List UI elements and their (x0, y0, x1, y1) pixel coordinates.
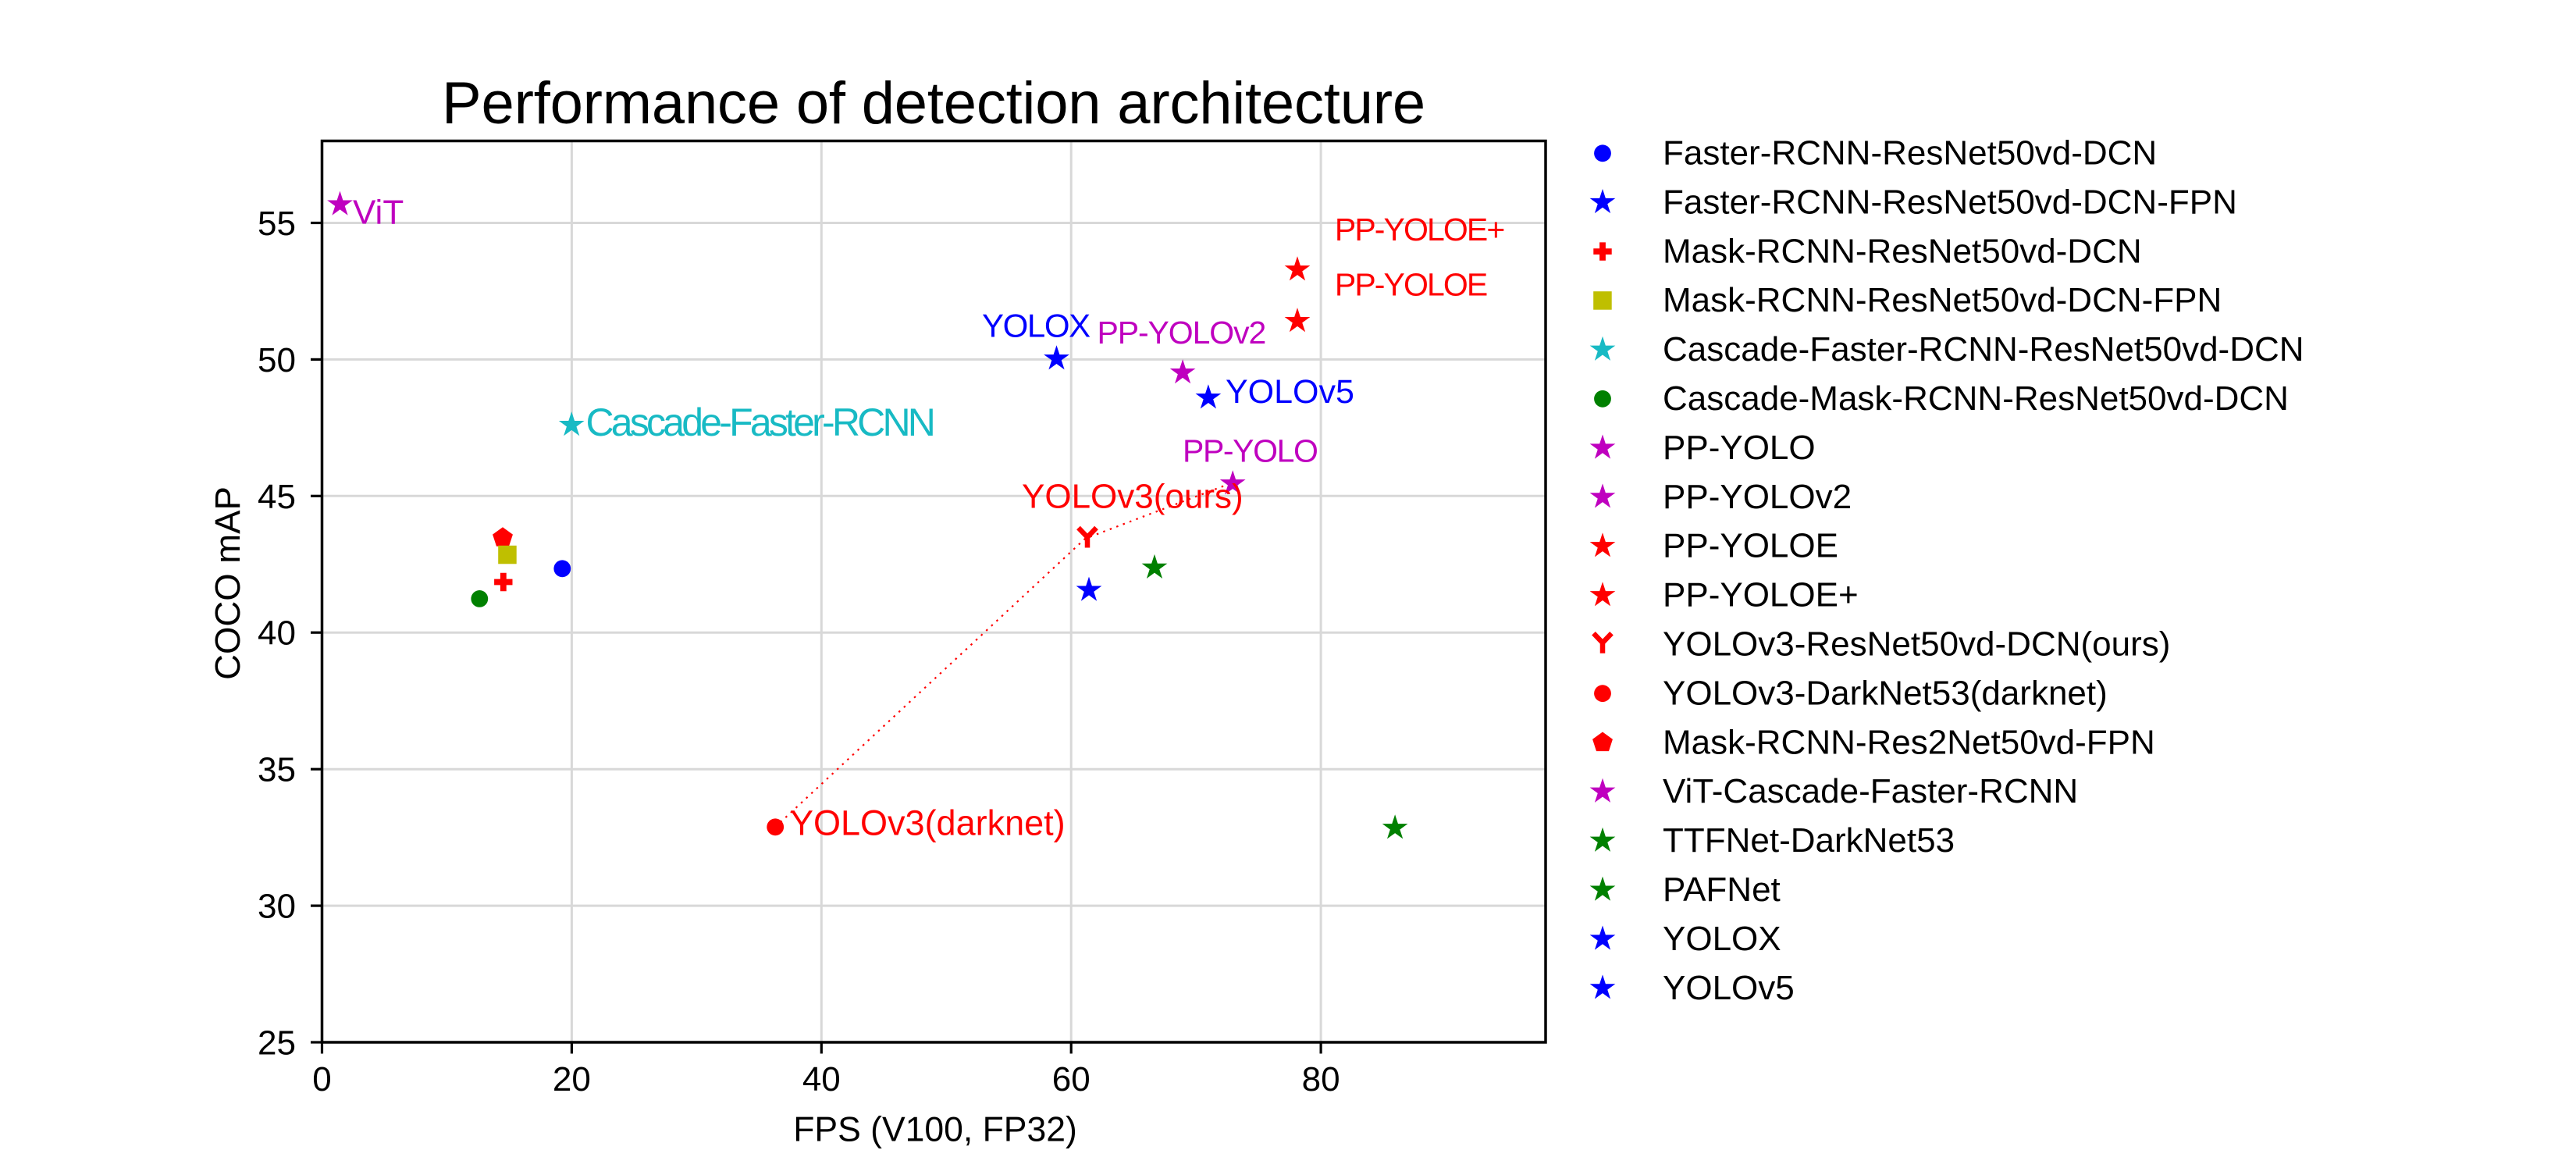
svg-text:20: 20 (553, 1060, 591, 1098)
svg-text:40: 40 (802, 1060, 841, 1098)
svg-text:PP-YOLOE+: PP-YOLOE+ (1663, 576, 1859, 614)
svg-text:Mask-RCNN-Res2Net50vd-FPN: Mask-RCNN-Res2Net50vd-FPN (1663, 723, 2155, 761)
svg-text:25: 25 (258, 1024, 296, 1063)
svg-text:PP-YOLOv2: PP-YOLOv2 (1098, 315, 1266, 351)
svg-text:YOLOv3(darknet): YOLOv3(darknet) (790, 803, 1066, 843)
svg-text:PP-YOLOv2: PP-YOLOv2 (1663, 478, 1852, 516)
svg-text:ViT-Cascade-Faster-RCNN: ViT-Cascade-Faster-RCNN (1663, 772, 2078, 810)
svg-text:PP-YOLO: PP-YOLO (1663, 429, 1816, 467)
svg-text:55: 55 (258, 205, 296, 243)
svg-text:PAFNet: PAFNet (1663, 871, 1781, 909)
svg-text:YOLOv3(ours): YOLOv3(ours) (1022, 478, 1244, 516)
svg-text:40: 40 (258, 614, 296, 653)
svg-text:YOLOv5: YOLOv5 (1226, 373, 1354, 411)
svg-text:80: 80 (1302, 1060, 1340, 1098)
svg-text:35: 35 (258, 751, 296, 789)
svg-text:Faster-RCNN-ResNet50vd-DCN-FPN: Faster-RCNN-ResNet50vd-DCN-FPN (1663, 183, 2237, 221)
svg-text:PP-YOLOE+: PP-YOLOE+ (1335, 212, 1503, 247)
svg-text:YOLOv3-ResNet50vd-DCN(ours): YOLOv3-ResNet50vd-DCN(ours) (1663, 625, 2170, 664)
svg-text:FPS (V100, FP32): FPS (V100, FP32) (793, 1111, 1077, 1149)
svg-text:Cascade-Mask-RCNN-ResNet50vd-D: Cascade-Mask-RCNN-ResNet50vd-DCN (1663, 379, 2289, 418)
svg-text:Mask-RCNN-ResNet50vd-DCN: Mask-RCNN-ResNet50vd-DCN (1663, 232, 2142, 270)
svg-text:45: 45 (258, 478, 296, 516)
svg-text:ViT: ViT (353, 194, 404, 232)
svg-text:50: 50 (258, 341, 296, 379)
svg-text:Mask-RCNN-ResNet50vd-DCN-FPN: Mask-RCNN-ResNet50vd-DCN-FPN (1663, 281, 2222, 319)
svg-text:TTFNet-DarkNet53: TTFNet-DarkNet53 (1663, 821, 1955, 860)
svg-text:PP-YOLO: PP-YOLO (1183, 433, 1317, 468)
svg-text:Cascade-Faster-RCNN: Cascade-Faster-RCNN (586, 401, 934, 444)
svg-text:Cascade-Faster-RCNN-ResNet50vd: Cascade-Faster-RCNN-ResNet50vd-DCN (1663, 330, 2304, 369)
svg-text:YOLOX: YOLOX (1663, 920, 1781, 958)
svg-text:60: 60 (1052, 1060, 1091, 1098)
svg-text:PP-YOLOE: PP-YOLOE (1335, 266, 1487, 302)
svg-text:YOLOv5: YOLOv5 (1663, 969, 1795, 1007)
svg-text:COCO mAP: COCO mAP (208, 486, 247, 680)
svg-text:Performance of detection archi: Performance of detection architecture (442, 70, 1425, 137)
svg-text:PP-YOLOE: PP-YOLOE (1663, 527, 1838, 565)
svg-text:30: 30 (258, 888, 296, 926)
svg-text:0: 0 (312, 1060, 331, 1098)
svg-text:Faster-RCNN-ResNet50vd-DCN: Faster-RCNN-ResNet50vd-DCN (1663, 134, 2157, 173)
svg-text:YOLOX: YOLOX (982, 308, 1091, 344)
svg-text:YOLOv3-DarkNet53(darknet): YOLOv3-DarkNet53(darknet) (1663, 674, 2108, 712)
